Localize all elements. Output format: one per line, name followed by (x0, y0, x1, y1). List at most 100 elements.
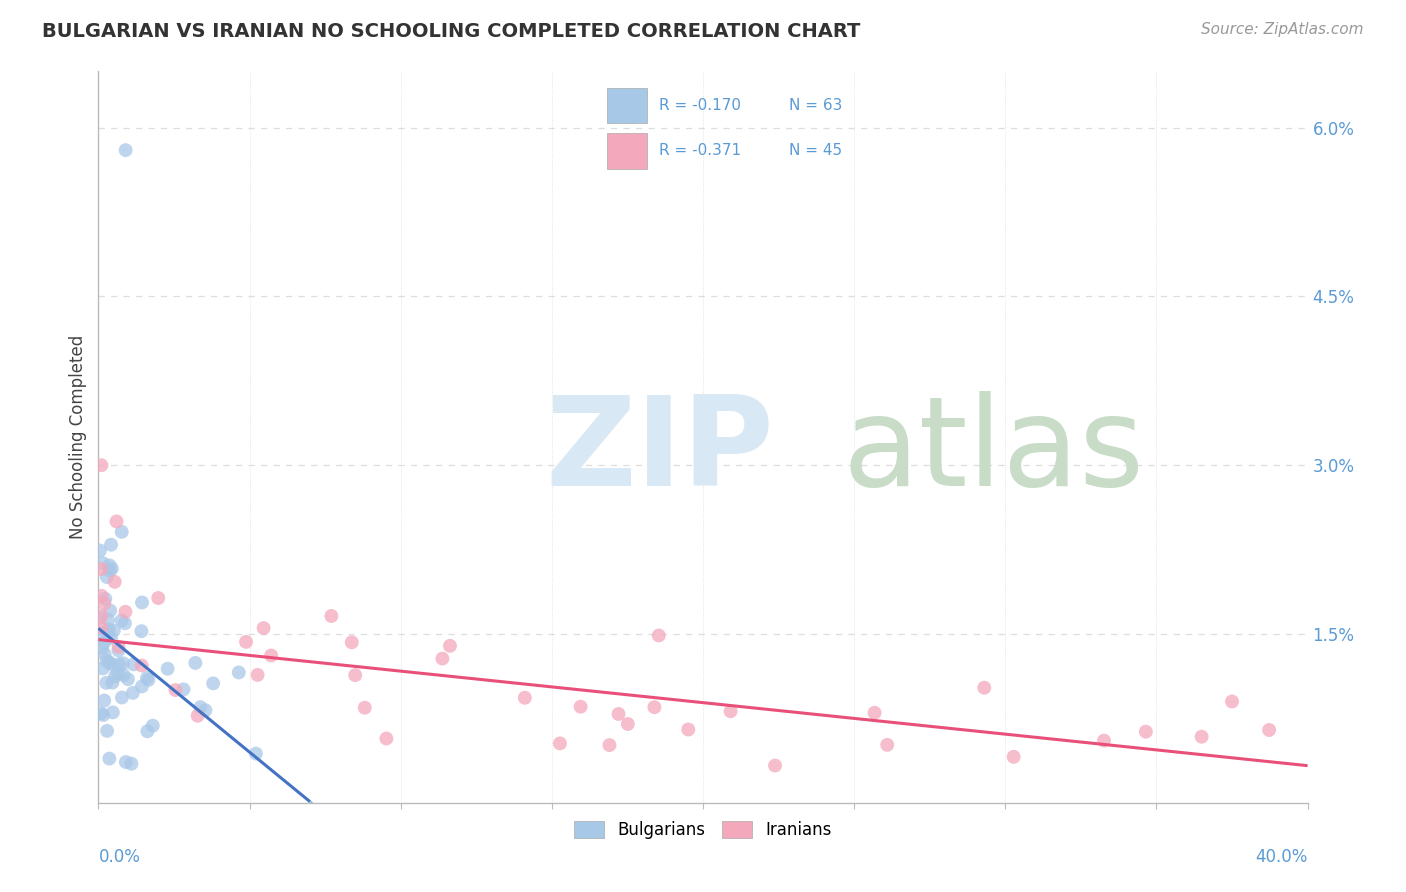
Point (101, 706, 124, 720)
Point (98, 751, 121, 765)
Point (111, 524, 134, 539)
Point (89, 625, 111, 640)
Point (148, 591, 170, 605)
Point (432, 651, 454, 665)
Point (131, 658, 153, 673)
Point (93, 636, 115, 650)
Point (678, 723, 700, 737)
Point (228, 665, 250, 680)
Point (90, 458, 112, 473)
Point (607, 706, 630, 721)
Text: R = -0.371: R = -0.371 (659, 144, 741, 159)
Point (91, 640, 114, 655)
Point (98, 603, 121, 617)
Point (98, 564, 121, 578)
Point (973, 681, 995, 695)
Point (104, 669, 127, 683)
Point (122, 657, 145, 672)
Point (173, 682, 195, 697)
Point (253, 621, 276, 635)
Point (1258, 723, 1281, 737)
Point (136, 724, 159, 739)
Point (90, 706, 112, 720)
Text: 0.0%: 0.0% (98, 847, 141, 866)
Text: ZIP: ZIP (546, 392, 775, 512)
Point (89, 543, 111, 558)
Text: 40.0%: 40.0% (1256, 847, 1308, 866)
Point (643, 700, 665, 714)
Point (131, 624, 153, 639)
Point (93, 597, 115, 611)
Point (122, 686, 145, 700)
Point (107, 643, 129, 657)
Point (93, 693, 115, 707)
Point (165, 683, 187, 698)
Legend: Bulgarians, Iranians: Bulgarians, Iranians (568, 814, 838, 846)
Point (246, 668, 269, 682)
Text: BULGARIAN VS IRANIAN NO SCHOOLING COMPLETED CORRELATION CHART: BULGARIAN VS IRANIAN NO SCHOOLING COMPLE… (42, 22, 860, 41)
Point (91, 556, 114, 570)
Point (136, 671, 159, 685)
Point (617, 717, 640, 731)
Point (104, 574, 127, 589)
Point (111, 690, 134, 705)
Text: N = 63: N = 63 (789, 98, 842, 113)
Point (344, 668, 367, 682)
Point (569, 699, 592, 714)
Point (105, 515, 128, 529)
Point (97, 613, 120, 627)
Point (142, 719, 165, 733)
Point (648, 628, 671, 642)
Point (100, 631, 122, 645)
Point (720, 704, 742, 718)
Point (1092, 733, 1115, 747)
Point (138, 673, 160, 687)
Point (202, 676, 225, 690)
Point (1002, 749, 1025, 764)
Point (93, 647, 115, 661)
Point (340, 635, 363, 649)
Text: N = 45: N = 45 (789, 144, 842, 159)
Point (120, 756, 142, 771)
Point (117, 672, 139, 686)
Point (114, 605, 136, 619)
Point (260, 648, 283, 663)
Point (108, 657, 131, 672)
Point (100, 538, 122, 552)
Bar (607, 88, 647, 123)
Point (876, 738, 898, 752)
Text: atlas: atlas (842, 392, 1144, 512)
Point (1135, 724, 1157, 739)
Bar (607, 133, 647, 169)
Point (111, 657, 134, 671)
Point (97, 623, 120, 637)
Point (98, 656, 121, 670)
Point (439, 639, 461, 653)
Point (96, 570, 118, 584)
Point (863, 706, 886, 720)
Point (245, 747, 267, 761)
Point (90, 562, 112, 576)
Point (194, 703, 217, 717)
Point (763, 758, 786, 772)
Point (187, 708, 209, 723)
Point (101, 675, 124, 690)
Point (321, 609, 343, 624)
Point (107, 640, 129, 654)
Point (114, 143, 136, 157)
Point (90, 589, 112, 603)
Point (115, 755, 138, 769)
Point (598, 738, 620, 752)
Point (513, 690, 536, 705)
Point (94, 591, 117, 606)
Point (131, 595, 153, 609)
Point (112, 668, 135, 682)
Point (131, 680, 153, 694)
Point (190, 700, 212, 714)
Point (90, 621, 112, 635)
Point (107, 665, 129, 680)
Point (1191, 730, 1213, 744)
Point (91, 661, 114, 675)
Point (1220, 694, 1243, 708)
Point (100, 657, 122, 671)
